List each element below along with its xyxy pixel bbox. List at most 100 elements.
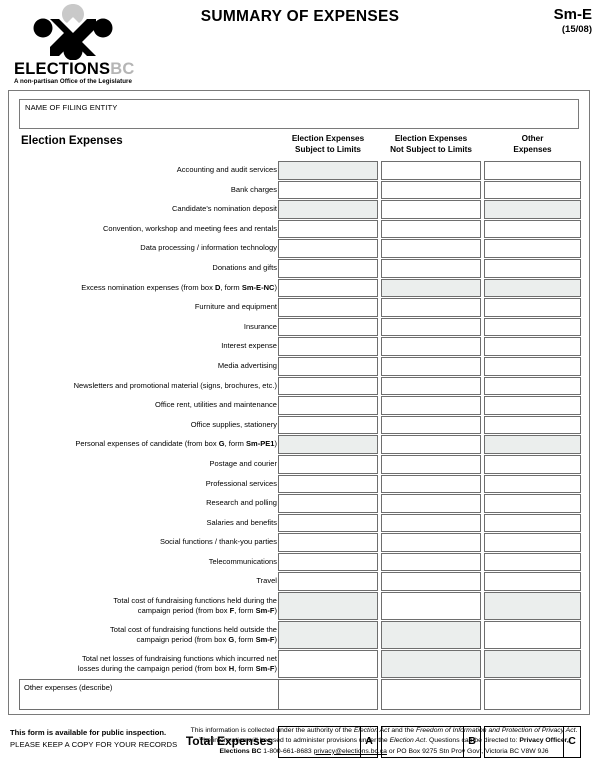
expense-amount-cell[interactable] (381, 161, 481, 180)
expense-amount-cell[interactable] (278, 219, 378, 239)
expense-amount-cell[interactable] (381, 337, 481, 356)
other-expenses-amount-cell[interactable] (484, 679, 581, 711)
expense-amount-cell[interactable] (381, 180, 481, 200)
total-expenses-box-b[interactable]: B (381, 725, 481, 759)
expense-amount-cell[interactable] (278, 474, 378, 494)
expense-amount-cell[interactable] (381, 376, 481, 396)
section-title-election-expenses: Election Expenses (21, 135, 123, 147)
column-header-line1: Other (521, 134, 544, 143)
expense-amount-cell[interactable] (381, 533, 481, 552)
total-expenses-box-c[interactable]: C (484, 725, 581, 759)
expense-amount-cell[interactable] (278, 317, 378, 337)
expense-amount-cell[interactable] (381, 258, 481, 278)
expense-amount-cell[interactable] (381, 298, 481, 317)
expense-row: Media advertising (19, 356, 581, 376)
expense-amount-cell[interactable] (278, 337, 378, 356)
expense-amount-cell[interactable] (381, 650, 481, 679)
expense-amount-cell[interactable] (484, 415, 581, 435)
expense-amount-cell[interactable] (381, 356, 481, 376)
total-box-letter: B (463, 725, 480, 758)
expense-amount-cell[interactable] (484, 533, 581, 552)
expense-amount-cell[interactable] (278, 650, 378, 679)
expense-amount-cell[interactable] (278, 621, 378, 650)
expense-amount-cell[interactable] (381, 239, 481, 258)
expense-amount-cell[interactable] (381, 396, 481, 415)
expense-amount-cell[interactable] (278, 552, 378, 572)
expense-amount-cell[interactable] (484, 239, 581, 258)
expense-amount-cell[interactable] (381, 415, 481, 435)
expense-amount-cell[interactable] (381, 552, 481, 572)
column-header-not_subject: Election Expenses Not Subject to Limits (381, 134, 481, 155)
total-expenses-box-a[interactable]: A (278, 725, 378, 759)
expense-amount-cell[interactable] (278, 396, 378, 415)
expense-amount-cell[interactable] (484, 396, 581, 415)
expense-amount-cell[interactable] (381, 592, 481, 621)
expense-row-label: Candidate's nomination deposit (171, 204, 277, 214)
expense-amount-cell[interactable] (484, 298, 581, 317)
expense-amount-cell[interactable] (278, 356, 378, 376)
expense-amount-cell[interactable] (484, 650, 581, 679)
expense-amount-cell[interactable] (484, 200, 581, 219)
expense-amount-cell[interactable] (484, 435, 581, 454)
expense-amount-cell[interactable] (484, 317, 581, 337)
expense-row: Social functions / thank-you parties (19, 533, 581, 552)
expense-amount-cell[interactable] (484, 592, 581, 621)
expense-row-label: Furniture and equipment (194, 302, 277, 312)
expense-amount-cell[interactable] (484, 552, 581, 572)
expense-amount-cell[interactable] (381, 454, 481, 474)
expense-amount-cell[interactable] (278, 258, 378, 278)
expense-amount-cell[interactable] (484, 621, 581, 650)
expense-amount-cell[interactable] (278, 454, 378, 474)
expense-amount-cell[interactable] (278, 494, 378, 513)
expense-amount-cell[interactable] (278, 180, 378, 200)
expense-row: Travel (19, 572, 581, 592)
expense-row-label: Professional services (205, 478, 277, 488)
expense-amount-cell[interactable] (484, 494, 581, 513)
expense-amount-cell[interactable] (484, 278, 581, 298)
expense-amount-cell[interactable] (278, 415, 378, 435)
expense-amount-cell[interactable] (381, 317, 481, 337)
expense-amount-cell[interactable] (484, 356, 581, 376)
expense-amount-cell[interactable] (381, 494, 481, 513)
expense-amount-cell[interactable] (484, 474, 581, 494)
expense-amount-cell[interactable] (278, 513, 378, 533)
expense-amount-cell[interactable] (278, 592, 378, 621)
expense-amount-cell[interactable] (381, 572, 481, 592)
expense-amount-cell[interactable] (484, 219, 581, 239)
logo-word-bc: BC (110, 60, 135, 78)
expense-amount-cell[interactable] (278, 239, 378, 258)
form-code: Sm-E (553, 6, 592, 23)
expense-amount-cell[interactable] (278, 161, 378, 180)
expense-amount-cell[interactable] (381, 474, 481, 494)
expense-amount-cell[interactable] (278, 572, 378, 592)
expense-amount-cell[interactable] (278, 200, 378, 219)
expense-row: Candidate's nomination deposit (19, 200, 581, 219)
expense-amount-cell[interactable] (484, 376, 581, 396)
other-expenses-amount-cell[interactable] (381, 679, 481, 711)
expense-amount-cell[interactable] (381, 435, 481, 454)
expense-amount-cell[interactable] (278, 533, 378, 552)
expense-row-label: Accounting and audit services (176, 165, 277, 174)
expense-amount-cell[interactable] (484, 258, 581, 278)
expense-row-label: Total net losses of fundraising function… (77, 653, 277, 673)
expense-amount-cell[interactable] (381, 621, 481, 650)
expense-amount-cell[interactable] (278, 278, 378, 298)
expense-amount-cell[interactable] (278, 376, 378, 396)
other-expenses-amount-cell[interactable] (278, 679, 378, 711)
expense-amount-cell[interactable] (381, 513, 481, 533)
expense-amount-cell[interactable] (278, 298, 378, 317)
expense-amount-cell[interactable] (484, 161, 581, 180)
expense-amount-cell[interactable] (484, 454, 581, 474)
name-of-filing-entity-field[interactable]: NAME OF FILING ENTITY (19, 99, 579, 129)
expense-amount-cell[interactable] (381, 278, 481, 298)
expense-row-label: Media advertising (217, 360, 277, 370)
column-header-line1: Election Expenses (291, 134, 365, 143)
expense-amount-cell[interactable] (381, 200, 481, 219)
other-expenses-describe-field[interactable]: Other expenses (describe) (19, 679, 279, 711)
expense-amount-cell[interactable] (381, 219, 481, 239)
expense-amount-cell[interactable] (278, 435, 378, 454)
expense-amount-cell[interactable] (484, 572, 581, 592)
expense-amount-cell[interactable] (484, 513, 581, 533)
expense-amount-cell[interactable] (484, 180, 581, 200)
expense-amount-cell[interactable] (484, 337, 581, 356)
